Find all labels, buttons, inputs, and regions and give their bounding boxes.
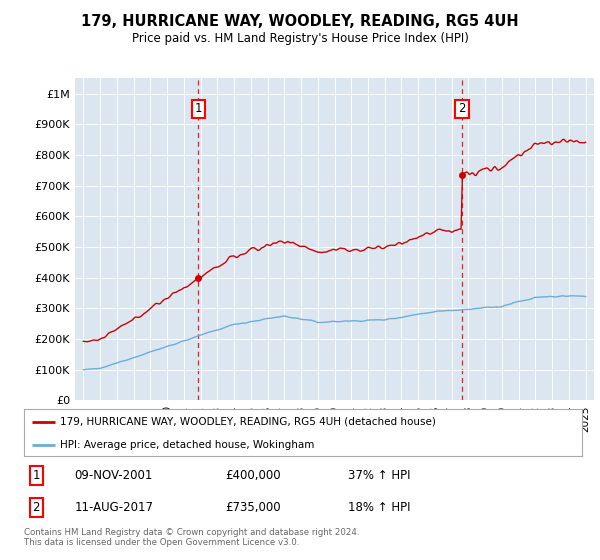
Text: 37% ↑ HPI: 37% ↑ HPI <box>347 469 410 482</box>
Text: HPI: Average price, detached house, Wokingham: HPI: Average price, detached house, Woki… <box>60 441 314 450</box>
Text: 09-NOV-2001: 09-NOV-2001 <box>74 469 152 482</box>
Text: 179, HURRICANE WAY, WOODLEY, READING, RG5 4UH: 179, HURRICANE WAY, WOODLEY, READING, RG… <box>81 14 519 29</box>
Text: 18% ↑ HPI: 18% ↑ HPI <box>347 501 410 514</box>
Text: Price paid vs. HM Land Registry's House Price Index (HPI): Price paid vs. HM Land Registry's House … <box>131 32 469 45</box>
Text: £735,000: £735,000 <box>225 501 281 514</box>
Text: 2: 2 <box>458 102 466 115</box>
Text: 179, HURRICANE WAY, WOODLEY, READING, RG5 4UH (detached house): 179, HURRICANE WAY, WOODLEY, READING, RG… <box>60 417 436 427</box>
Text: 1: 1 <box>194 102 202 115</box>
Text: 11-AUG-2017: 11-AUG-2017 <box>74 501 153 514</box>
Text: 2: 2 <box>32 501 40 514</box>
Text: £400,000: £400,000 <box>225 469 281 482</box>
Text: 1: 1 <box>32 469 40 482</box>
Text: Contains HM Land Registry data © Crown copyright and database right 2024.
This d: Contains HM Land Registry data © Crown c… <box>24 528 359 547</box>
